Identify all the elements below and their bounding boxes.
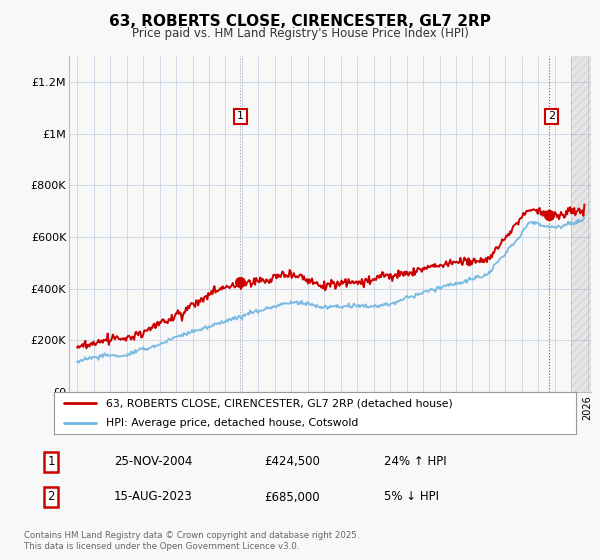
Text: 1: 1 xyxy=(47,455,55,468)
Text: £424,500: £424,500 xyxy=(264,455,320,468)
Text: 63, ROBERTS CLOSE, CIRENCESTER, GL7 2RP: 63, ROBERTS CLOSE, CIRENCESTER, GL7 2RP xyxy=(109,14,491,29)
Text: Price paid vs. HM Land Registry's House Price Index (HPI): Price paid vs. HM Land Registry's House … xyxy=(131,27,469,40)
Text: 2: 2 xyxy=(548,111,556,122)
Text: HPI: Average price, detached house, Cotswold: HPI: Average price, detached house, Cots… xyxy=(106,418,359,428)
Text: 15-AUG-2023: 15-AUG-2023 xyxy=(114,491,193,503)
Text: 24% ↑ HPI: 24% ↑ HPI xyxy=(384,455,446,468)
Text: 5% ↓ HPI: 5% ↓ HPI xyxy=(384,491,439,503)
Text: 2: 2 xyxy=(47,491,55,503)
Text: 1: 1 xyxy=(237,111,244,122)
Text: 63, ROBERTS CLOSE, CIRENCESTER, GL7 2RP (detached house): 63, ROBERTS CLOSE, CIRENCESTER, GL7 2RP … xyxy=(106,398,453,408)
Text: 25-NOV-2004: 25-NOV-2004 xyxy=(114,455,193,468)
Text: Contains HM Land Registry data © Crown copyright and database right 2025.
This d: Contains HM Land Registry data © Crown c… xyxy=(24,531,359,551)
Bar xyxy=(571,56,591,392)
Text: £685,000: £685,000 xyxy=(264,491,320,503)
